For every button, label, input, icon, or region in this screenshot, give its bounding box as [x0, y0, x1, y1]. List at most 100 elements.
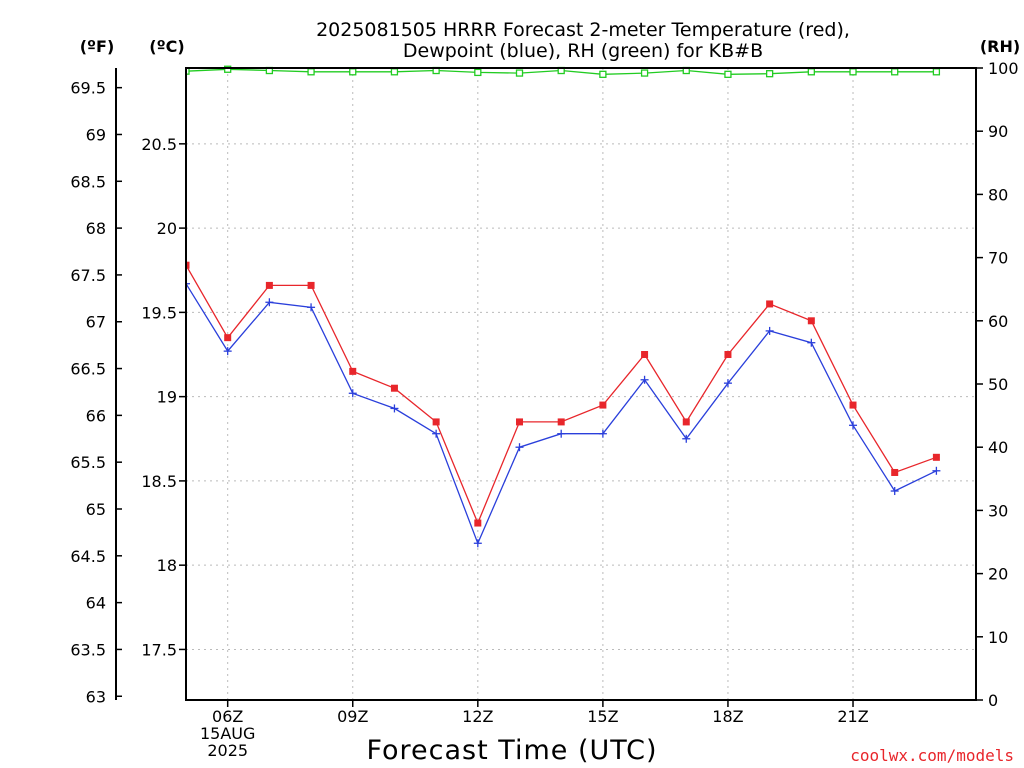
- rh-point: [390, 68, 399, 76]
- rh-point: [932, 68, 941, 76]
- dewpoint-point: [473, 539, 482, 548]
- fahrenheit-tick-label: 65.5: [70, 453, 106, 472]
- dewpoint-point: [807, 338, 816, 347]
- dewpoint-point: [515, 443, 524, 452]
- temperature-point: [307, 281, 315, 289]
- x-tick-label: 2025: [207, 741, 248, 760]
- rh-point: [515, 69, 524, 77]
- temperature-point: [186, 261, 190, 269]
- dewpoint-series-line: [186, 283, 937, 546]
- unit-fahrenheit-label: (ºF): [80, 37, 115, 56]
- temperature-point: [557, 418, 565, 426]
- dewpoint-point: [432, 429, 441, 438]
- celsius-tick-label: 18.5: [141, 472, 177, 491]
- temperature-point: [599, 401, 607, 409]
- fahrenheit-tick-label: 65: [86, 500, 106, 519]
- rh-tick-label: 80: [988, 185, 1008, 204]
- temperature-point: [474, 519, 482, 527]
- x-axis-label: Forecast Time (UTC): [366, 735, 657, 766]
- rh-point: [186, 67, 190, 75]
- chart-title-line2: Dewpoint (blue), RH (green) for KB#B: [403, 40, 763, 62]
- dewpoint-point: [765, 326, 774, 335]
- dewpoint-point: [557, 429, 566, 438]
- dewpoint-point: [640, 375, 649, 384]
- dewpoint-point: [723, 379, 732, 388]
- rh-point: [307, 68, 315, 76]
- rh-tick-label: 0: [988, 691, 998, 710]
- temperature-point: [766, 300, 774, 308]
- rh-point: [807, 68, 815, 76]
- unit-rh-label: (RH): [980, 37, 1020, 56]
- celsius-tick-label: 19: [157, 388, 177, 407]
- grid-layer: [186, 68, 976, 700]
- x-tick-label: 21Z: [837, 707, 868, 726]
- rh-tick-label: 20: [988, 565, 1008, 584]
- temperature-point: [849, 401, 857, 409]
- fahrenheit-tick-label: 67: [86, 313, 106, 332]
- rh-point: [765, 70, 774, 78]
- celsius-tick-label: 20: [157, 219, 177, 238]
- rh-point: [891, 68, 899, 76]
- rh-tick-label: 30: [988, 501, 1008, 520]
- chart-title-line1: 2025081505 HRRR Forecast 2-meter Tempera…: [316, 19, 850, 41]
- rh-tick-label: 90: [988, 122, 1008, 141]
- series-group: [186, 65, 941, 548]
- fahrenheit-tick-label: 69: [86, 125, 106, 144]
- temperature-point: [932, 453, 940, 461]
- rh-point: [849, 68, 857, 76]
- temperature-point: [641, 351, 649, 359]
- dewpoint-point: [932, 466, 941, 475]
- fahrenheit-tick-label: 64.5: [70, 547, 106, 566]
- x-tick-label: 18Z: [712, 707, 743, 726]
- series-layer: [186, 65, 941, 548]
- rh-tick-label: 70: [988, 249, 1008, 268]
- fahrenheit-tick-label: 69.5: [70, 79, 106, 98]
- rh-point: [599, 70, 607, 78]
- fahrenheit-tick-label: 66: [86, 406, 106, 425]
- dewpoint-point: [682, 434, 691, 443]
- temperature-point: [224, 334, 232, 342]
- rh-tick-label: 40: [988, 438, 1008, 457]
- dewpoint-point: [390, 404, 399, 413]
- temperature-point: [807, 317, 815, 325]
- dewpoint-point: [849, 421, 858, 430]
- x-tick-label: 15Z: [587, 707, 618, 726]
- x-tick-label: 12Z: [462, 707, 493, 726]
- celsius-tick-label: 17.5: [141, 640, 177, 659]
- rh-point: [474, 68, 482, 77]
- fahrenheit-tick-label: 63.5: [70, 640, 106, 659]
- fahrenheit-tick-label: 64: [86, 594, 106, 613]
- celsius-tick-label: 20.5: [141, 135, 177, 154]
- rh-tick-label: 10: [988, 628, 1008, 647]
- fahrenheit-tick-label: 67.5: [70, 266, 106, 285]
- dewpoint-point: [223, 347, 232, 356]
- rh-tick-label: 60: [988, 312, 1008, 331]
- fahrenheit-tick-label: 66.5: [70, 360, 106, 379]
- dewpoint-point: [348, 389, 357, 398]
- temperature-series-line: [186, 264, 937, 525]
- dewpoint-point: [890, 487, 899, 496]
- x-tick-label: 09Z: [337, 707, 368, 726]
- dewpoint-point: [265, 298, 274, 307]
- temperature-point: [349, 367, 357, 375]
- celsius-tick-label: 19.5: [141, 303, 177, 322]
- rh-point: [224, 65, 232, 73]
- credit-text: coolwx.com/models: [850, 746, 1014, 765]
- dewpoint-point: [598, 429, 607, 438]
- rh-tick-label: 100: [988, 59, 1019, 78]
- rh-point: [724, 70, 732, 78]
- fahrenheit-tick-label: 68: [86, 219, 106, 238]
- rh-point: [349, 68, 357, 76]
- x-tick-label: 15AUG: [200, 724, 255, 743]
- temperature-point: [724, 351, 732, 359]
- rh-point: [640, 69, 649, 77]
- fahrenheit-tick-label: 68.5: [70, 172, 106, 191]
- temperature-point: [432, 418, 440, 426]
- x-tick-label: 06Z: [212, 707, 243, 726]
- fahrenheit-tick-label: 63: [86, 687, 106, 706]
- plot-frame: [185, 67, 977, 701]
- dewpoint-point: [186, 279, 190, 288]
- unit-celsius-label: (ºC): [149, 37, 184, 56]
